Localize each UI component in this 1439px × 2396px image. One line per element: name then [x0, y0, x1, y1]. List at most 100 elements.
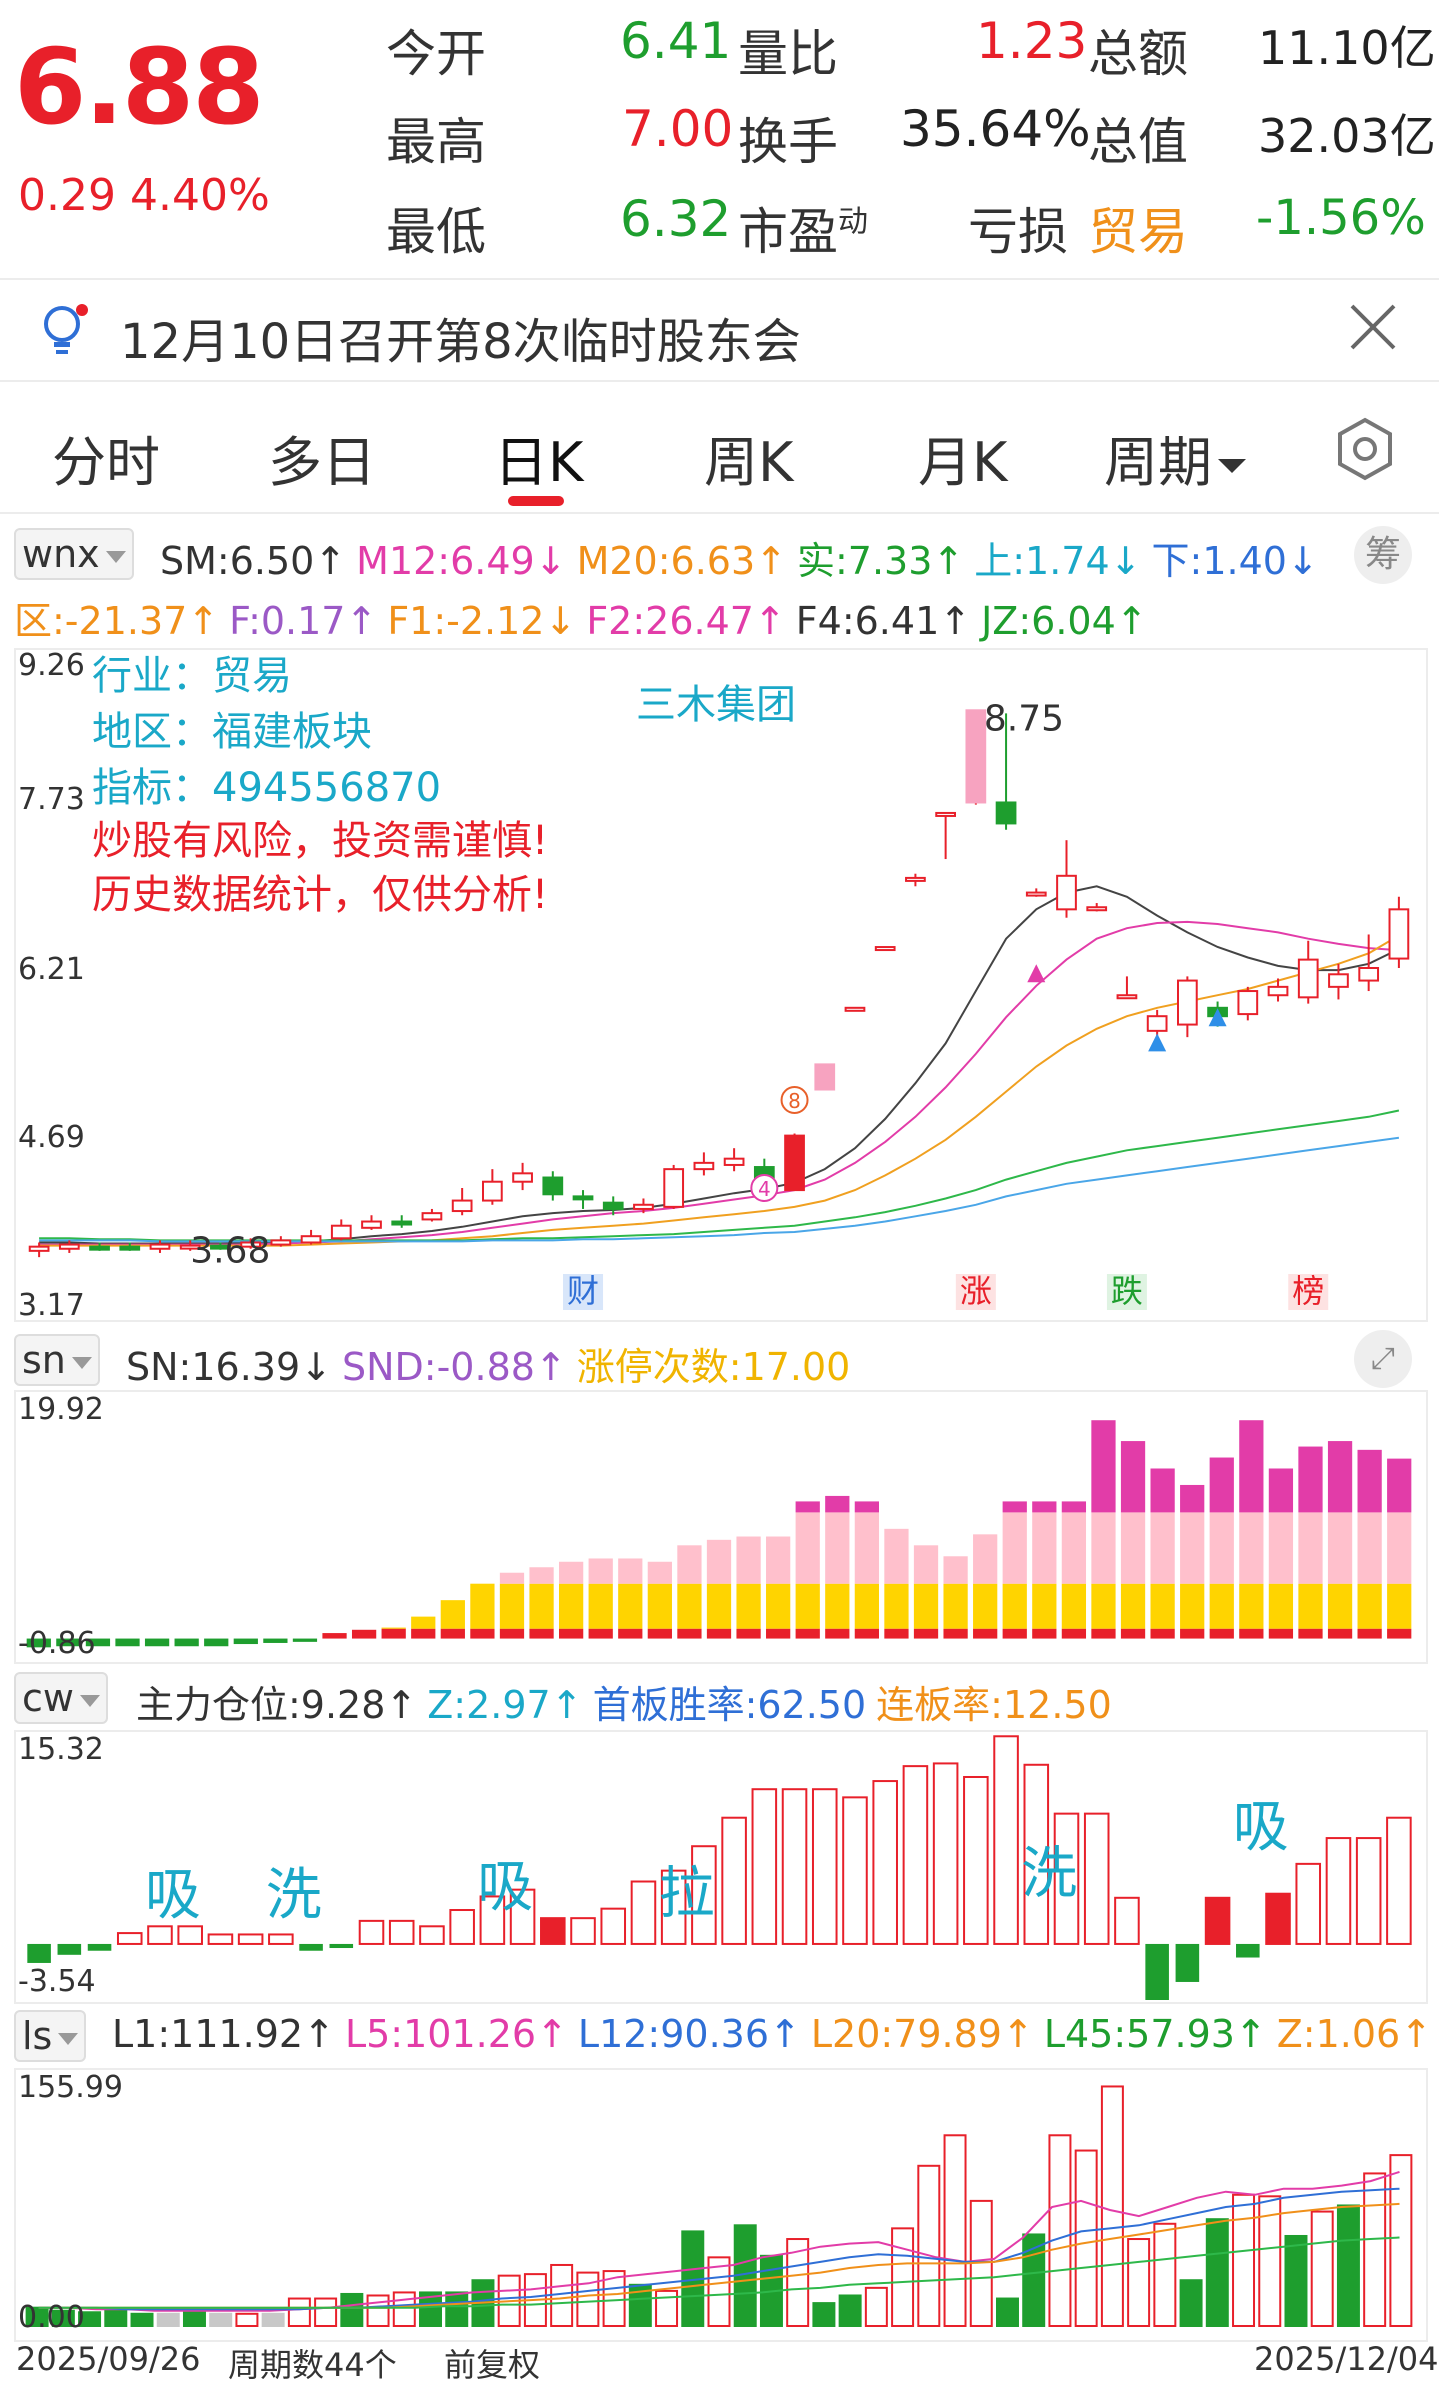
kline-panel[interactable]	[14, 648, 1428, 1322]
ls-chart[interactable]	[14, 2068, 1424, 2338]
ls-bar	[1022, 2233, 1046, 2327]
tab-multiday[interactable]: 多日	[268, 431, 376, 494]
kline-chart[interactable]: 8.75 3.68 8 4 财 涨 跌 榜	[14, 648, 1424, 1318]
sn-bar-segment	[1268, 1468, 1294, 1513]
end-date: 2025/12/04	[1254, 2340, 1439, 2378]
candle-body	[1267, 985, 1289, 997]
cw-bar	[751, 1788, 778, 1945]
caret-down-icon	[79, 1694, 100, 1707]
adjust-mode[interactable]: 前复权	[444, 2346, 541, 2384]
candle-body	[361, 1220, 382, 1229]
candle-body	[149, 1243, 171, 1250]
tab-monthly-k[interactable]: 月K	[918, 431, 1008, 494]
sn-bar-segment	[1298, 1628, 1323, 1639]
sn-bar-segment	[1357, 1512, 1382, 1584]
settings-hex-icon[interactable]	[1330, 414, 1400, 484]
sn-bar-segment	[1239, 1628, 1264, 1639]
y-tick: -0.86	[18, 1626, 96, 1661]
candle-body	[1025, 891, 1047, 897]
sn-bar-segment	[825, 1495, 850, 1513]
price-change: 0.29 4.40%	[18, 170, 270, 221]
volume-ratio-value: 1.23	[976, 12, 1088, 70]
sn-bar-segment	[706, 1539, 732, 1584]
sn-indicator-selector[interactable]: sn	[14, 1334, 100, 1386]
sn-bar-segment	[1150, 1468, 1175, 1513]
sn-bar-segment	[618, 1583, 643, 1629]
sn-bar-segment	[588, 1583, 613, 1629]
sn-bar-segment	[736, 1583, 761, 1629]
sn-bar-segment	[1091, 1512, 1116, 1584]
chip-distribution-button[interactable]: 筹	[1354, 526, 1412, 584]
ma-line-M20	[39, 934, 1400, 1247]
sector-tag[interactable]: 贸易	[1088, 203, 1188, 261]
sn-bar-segment	[1032, 1501, 1057, 1513]
y-tick: 0.00	[18, 2300, 85, 2335]
ls-bar	[25, 2306, 49, 2327]
tab-daily-k[interactable]: 日K	[494, 431, 584, 494]
cw-bar	[237, 1933, 264, 1945]
signal-triangle	[1208, 1008, 1227, 1027]
cw-bar	[1325, 1837, 1352, 1945]
ls-bar	[943, 2134, 967, 2327]
sn-panel[interactable]	[14, 1390, 1428, 1664]
sn-bar-segment	[1002, 1512, 1027, 1584]
loss-label: 亏损	[968, 203, 1068, 261]
candle-body	[1328, 973, 1349, 988]
sn-bar-segment	[913, 1545, 939, 1584]
cw-indicator-selector[interactable]: cw	[14, 1672, 108, 1724]
sn-bar-segment	[381, 1627, 406, 1629]
tab-weekly-k[interactable]: 周K	[704, 431, 794, 494]
ls-bar	[392, 2291, 416, 2327]
sn-bar-segment	[529, 1583, 554, 1629]
sn-bar-segment	[411, 1628, 436, 1639]
ls-indicator-selector[interactable]: ls	[14, 2010, 87, 2062]
ls-panel[interactable]	[14, 2068, 1428, 2342]
sn-bar-segment	[588, 1628, 613, 1639]
candle-body	[58, 1243, 80, 1250]
y-tick: 9.26	[18, 648, 85, 683]
indicator-value: 上:1.74↓	[974, 539, 1142, 583]
ma-line-实	[39, 1109, 1400, 1242]
sn-bar-segment	[913, 1628, 939, 1639]
sn-chart[interactable]	[14, 1390, 1424, 1660]
stock-info-block: 行业：贸易 地区：福建板块 指标：494556870	[92, 648, 441, 816]
main-indicator-selector[interactable]: wnx	[14, 528, 134, 580]
candle-body	[995, 801, 1017, 825]
close-icon[interactable]	[1348, 302, 1398, 352]
cw-bar	[600, 1907, 627, 1945]
ls-indicator-values: L1:111.92↑ L5:101.26↑ L12:90.36↑ L20:79.89↑…	[112, 2012, 1439, 2056]
cw-bar	[811, 1788, 838, 1945]
caret-down-icon	[1218, 459, 1246, 474]
sn-bar-segment	[736, 1628, 761, 1639]
sn-bar-segment	[1327, 1512, 1353, 1584]
caret-down-icon	[58, 2032, 79, 2045]
sn-bar-segment	[1091, 1420, 1116, 1513]
sn-bar-segment	[1298, 1446, 1323, 1513]
sn-bar-segment	[1239, 1512, 1264, 1584]
cw-panel[interactable]	[14, 1730, 1428, 2004]
cw-chart[interactable]: 吸洗吸拉洗吸	[14, 1730, 1424, 2000]
indicator-value: L5:101.26↑	[344, 2012, 568, 2056]
open-value: 6.41	[620, 12, 732, 70]
sn-bar	[56, 1638, 81, 1647]
ls-bar	[1284, 2234, 1308, 2328]
tab-intraday[interactable]: 分时	[52, 431, 160, 494]
event-marker-2: 跌	[1111, 1272, 1143, 1310]
sn-bar-segment	[499, 1583, 525, 1629]
sn-bar-segment	[795, 1512, 820, 1584]
tab-period-dropdown[interactable]: 周期	[1104, 418, 1246, 497]
active-tab-indicator	[508, 496, 564, 506]
notice-text[interactable]: 12月10日召开第8次临时股东会	[120, 314, 801, 370]
indicator-value: L45:57.93↑	[1043, 2012, 1267, 2056]
sn-bar-segment	[647, 1561, 672, 1584]
expand-icon[interactable]: ⤢	[1354, 1330, 1412, 1388]
bulb-icon	[44, 304, 88, 354]
sn-bar-segment	[1327, 1583, 1353, 1629]
cw-bar	[1053, 1812, 1080, 1945]
candle-body	[935, 811, 956, 817]
main-indicator-values-1: SM:6.50↑ M12:6.49↓ M20:6.63↑ 实:7.33↑ 上:1.74↓…	[160, 530, 1329, 585]
sn-bar-segment	[411, 1616, 436, 1629]
ls-bar	[1310, 2210, 1334, 2327]
candle-body	[89, 1245, 110, 1251]
sn-bar-segment	[1268, 1512, 1294, 1584]
